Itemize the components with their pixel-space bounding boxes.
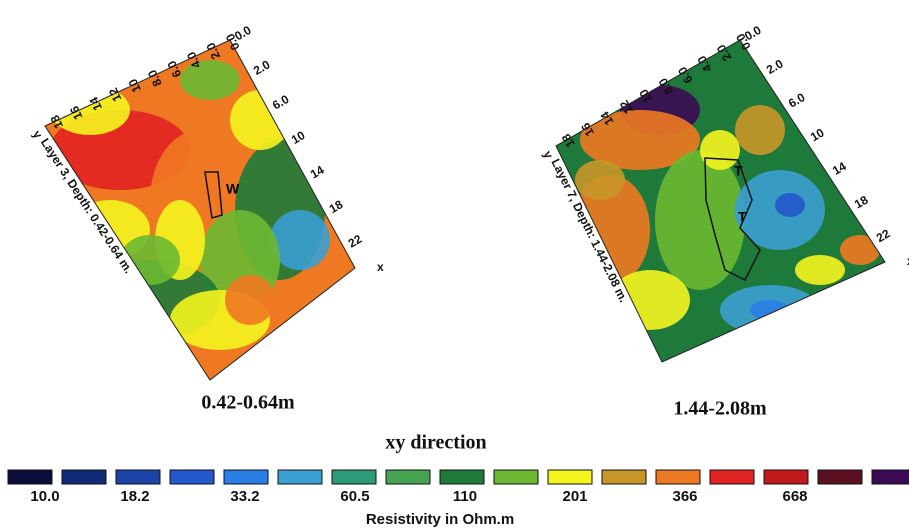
resistivity-map bbox=[556, 40, 885, 362]
legend-label: 366 bbox=[672, 488, 697, 505]
x-tick-label: 22 bbox=[874, 226, 893, 245]
legend-label: 18.2 bbox=[120, 488, 149, 505]
legend-swatch bbox=[710, 470, 754, 484]
annotation: T bbox=[734, 163, 743, 179]
resistivity-zone bbox=[655, 150, 745, 290]
legend-swatch bbox=[62, 470, 106, 484]
x-tick-label: 2.0 bbox=[251, 57, 273, 78]
legend-swatch bbox=[332, 470, 376, 484]
legend-swatch bbox=[386, 470, 430, 484]
x-tick-label: 10 bbox=[289, 128, 308, 147]
x-tick-label: 18 bbox=[852, 193, 871, 212]
legend-swatch bbox=[872, 470, 909, 484]
x-tick-label: 14 bbox=[830, 159, 849, 178]
x-tick-label: 22 bbox=[346, 232, 365, 251]
figure: 0.42-0.64m 1.44-2.08m xy direction Resis… bbox=[0, 0, 909, 532]
direction-title: xy direction bbox=[385, 432, 486, 454]
legend-swatch bbox=[440, 470, 484, 484]
legend-label: 668 bbox=[782, 488, 807, 505]
legend-swatch bbox=[656, 470, 700, 484]
map-caption: 1.44-2.08m bbox=[673, 398, 767, 420]
legend-swatch bbox=[224, 470, 268, 484]
legend-swatch bbox=[170, 470, 214, 484]
legend-swatch bbox=[278, 470, 322, 484]
legend-swatch bbox=[8, 470, 52, 484]
resistivity-zone bbox=[840, 235, 880, 265]
legend-swatch bbox=[602, 470, 646, 484]
x-tick-label: 6.0 bbox=[270, 92, 292, 113]
resistivity-zone bbox=[225, 275, 275, 325]
legend-label: 60.5 bbox=[340, 488, 369, 505]
x-axis-label: x bbox=[377, 260, 384, 274]
resistivity-zone bbox=[575, 160, 625, 200]
legend-label: 10.0 bbox=[30, 488, 59, 505]
legend-swatch bbox=[764, 470, 808, 484]
legend-title: Resistivity in Ohm.m bbox=[366, 511, 514, 528]
legend-swatch bbox=[818, 470, 862, 484]
annotation: W bbox=[226, 181, 240, 197]
x-tick-label: 10 bbox=[808, 125, 827, 144]
resistivity-zone bbox=[735, 105, 785, 155]
legend-label: 33.2 bbox=[230, 488, 259, 505]
annotation: T bbox=[738, 209, 747, 225]
resistivity-zone bbox=[795, 255, 845, 285]
map-caption: 0.42-0.64m bbox=[201, 392, 295, 414]
resistivity-zone bbox=[750, 300, 790, 320]
x-tick-label: 6.0 bbox=[786, 90, 808, 111]
resistivity-zone bbox=[775, 193, 805, 217]
x-tick-label: 18 bbox=[327, 197, 346, 216]
legend-swatch bbox=[116, 470, 160, 484]
legend-swatch bbox=[548, 470, 592, 484]
legend-label: 110 bbox=[453, 488, 477, 505]
legend-swatch bbox=[494, 470, 538, 484]
legend-label: 201 bbox=[562, 488, 587, 505]
x-tick-label: 14 bbox=[308, 163, 327, 182]
x-tick-label: 2.0 bbox=[764, 56, 786, 77]
